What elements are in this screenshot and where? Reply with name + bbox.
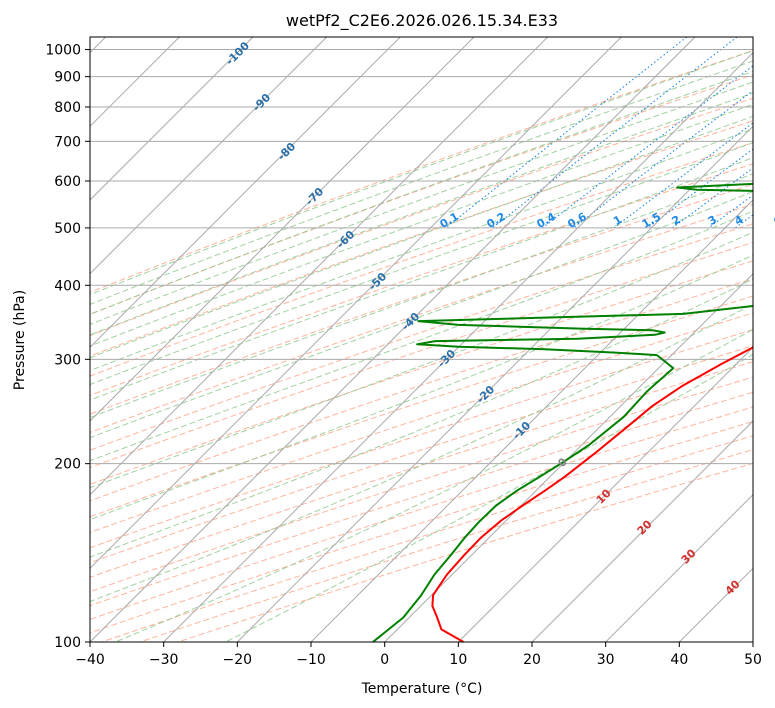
moist-adiabat bbox=[90, 70, 753, 315]
moist-adiabat bbox=[90, 278, 753, 558]
x-tick-label: 50 bbox=[744, 652, 762, 668]
x-tick-label: 40 bbox=[670, 652, 688, 668]
x-tick-label: 20 bbox=[523, 652, 541, 668]
dry-adiabat bbox=[90, 163, 753, 396]
mixing-ratio-line bbox=[613, 122, 753, 229]
x-tick-label: −20 bbox=[223, 652, 253, 668]
mixing-ratio-label: 1 bbox=[611, 213, 624, 228]
x-tick-label: −10 bbox=[296, 652, 326, 668]
y-tick-label: 900 bbox=[54, 70, 81, 86]
isotherm bbox=[752, 641, 753, 642]
isotherm bbox=[90, 37, 254, 201]
grid-layer bbox=[90, 37, 753, 642]
dry-adiabat bbox=[90, 376, 753, 593]
y-tick-label: 300 bbox=[54, 352, 81, 368]
isotherm bbox=[90, 37, 696, 642]
moist-adiabat bbox=[90, 210, 753, 462]
dry-adiabat bbox=[90, 391, 753, 607]
moist-adiabat bbox=[115, 328, 753, 642]
moist-adiabat bbox=[90, 81, 753, 325]
moist-adiabat bbox=[90, 157, 753, 401]
y-tick-label: 200 bbox=[54, 457, 81, 473]
moist-adiabat bbox=[90, 103, 753, 347]
temperature-series-line bbox=[431, 346, 753, 642]
series-layer bbox=[372, 182, 753, 642]
moist-adiabat bbox=[90, 115, 753, 359]
isotherm bbox=[605, 493, 753, 642]
mixing-ratio-line bbox=[542, 65, 753, 229]
dry-adiabat bbox=[90, 260, 753, 485]
isotherm bbox=[90, 37, 328, 275]
y-tick-label: 600 bbox=[54, 174, 81, 190]
dewpoint-series-line bbox=[372, 182, 753, 642]
dry-adiabat-label: -80 bbox=[275, 140, 298, 163]
x-tick-label: 0 bbox=[380, 652, 389, 668]
mixing-ratio-line bbox=[708, 194, 753, 229]
isotherm bbox=[310, 199, 753, 642]
moist-adiabat bbox=[90, 50, 753, 296]
moist-adiabat bbox=[90, 191, 753, 439]
isotherm bbox=[90, 37, 549, 496]
y-tick-label: 100 bbox=[54, 635, 81, 651]
moist-adiabat bbox=[90, 231, 753, 489]
x-tick-label: 10 bbox=[449, 652, 467, 668]
dry-adiabat bbox=[90, 183, 753, 415]
moist-adiabat bbox=[90, 254, 753, 521]
dry-adiabat bbox=[90, 329, 753, 549]
mixing-ratio-line bbox=[734, 214, 753, 229]
dry-adiabat bbox=[90, 97, 753, 337]
moist-adiabat bbox=[90, 142, 753, 386]
dry-adiabat-label: -100 bbox=[223, 39, 252, 68]
dry-adiabat-label: 30 bbox=[679, 546, 699, 566]
plot-frame bbox=[89, 36, 754, 643]
dry-adiabat bbox=[90, 345, 753, 564]
mixing-ratio-label: 4 bbox=[732, 213, 745, 228]
dry-adiabat bbox=[90, 203, 753, 434]
dry-adiabat bbox=[90, 295, 753, 518]
x-tick-label: 30 bbox=[597, 652, 615, 668]
dry-adiabat-label: 40 bbox=[723, 577, 743, 597]
dry-adiabat bbox=[90, 312, 753, 534]
moist-adiabat bbox=[90, 303, 753, 602]
chart-title: wetPf2_C2E6.2026.026.15.34.E33 bbox=[286, 11, 558, 31]
mixing-ratio-line bbox=[572, 90, 753, 229]
y-tick-label: 700 bbox=[54, 134, 81, 150]
dry-adiabat bbox=[90, 361, 753, 578]
moist-adiabat bbox=[90, 173, 753, 419]
x-tick-label: −40 bbox=[75, 652, 105, 668]
isotherm bbox=[163, 51, 753, 642]
isotherm bbox=[90, 37, 475, 422]
mixing-ratio-line bbox=[492, 37, 738, 229]
dry-adiabat bbox=[90, 241, 753, 469]
moist-adiabat bbox=[90, 92, 753, 336]
isotherm bbox=[90, 37, 622, 570]
dry-adiabat bbox=[101, 435, 753, 642]
dry-adiabat-label: 20 bbox=[635, 517, 655, 537]
y-axis-title: Pressure (hPa) bbox=[12, 290, 28, 390]
dry-adiabat bbox=[90, 50, 753, 293]
x-axis-title: Temperature (°C) bbox=[361, 681, 483, 697]
dry-adiabat bbox=[90, 74, 753, 315]
isotherm bbox=[384, 272, 753, 642]
moist-adiabat bbox=[90, 60, 753, 305]
isotherm bbox=[457, 346, 753, 642]
isotherm bbox=[90, 37, 401, 349]
dry-adiabat bbox=[90, 142, 753, 377]
x-tick-label: −30 bbox=[149, 652, 179, 668]
mixing-ratio-label: 6 bbox=[771, 213, 775, 228]
dry-adiabat bbox=[90, 278, 753, 502]
dry-adiabat bbox=[90, 223, 753, 451]
y-tick-label: 800 bbox=[54, 100, 81, 116]
dry-adiabat-label: 0 bbox=[555, 455, 570, 470]
dry-adiabat bbox=[90, 120, 753, 357]
isotherm bbox=[531, 420, 753, 642]
moist-adiabat bbox=[90, 128, 753, 372]
dry-adiabat-label: -20 bbox=[474, 383, 497, 406]
y-tick-label: 1000 bbox=[45, 43, 81, 59]
y-tick-label: 400 bbox=[54, 278, 81, 294]
axis-layer: −40 −30 −20 −10 0 10 20 30 40 5010020030040050060… bbox=[45, 43, 762, 668]
y-tick-label: 500 bbox=[54, 221, 81, 237]
